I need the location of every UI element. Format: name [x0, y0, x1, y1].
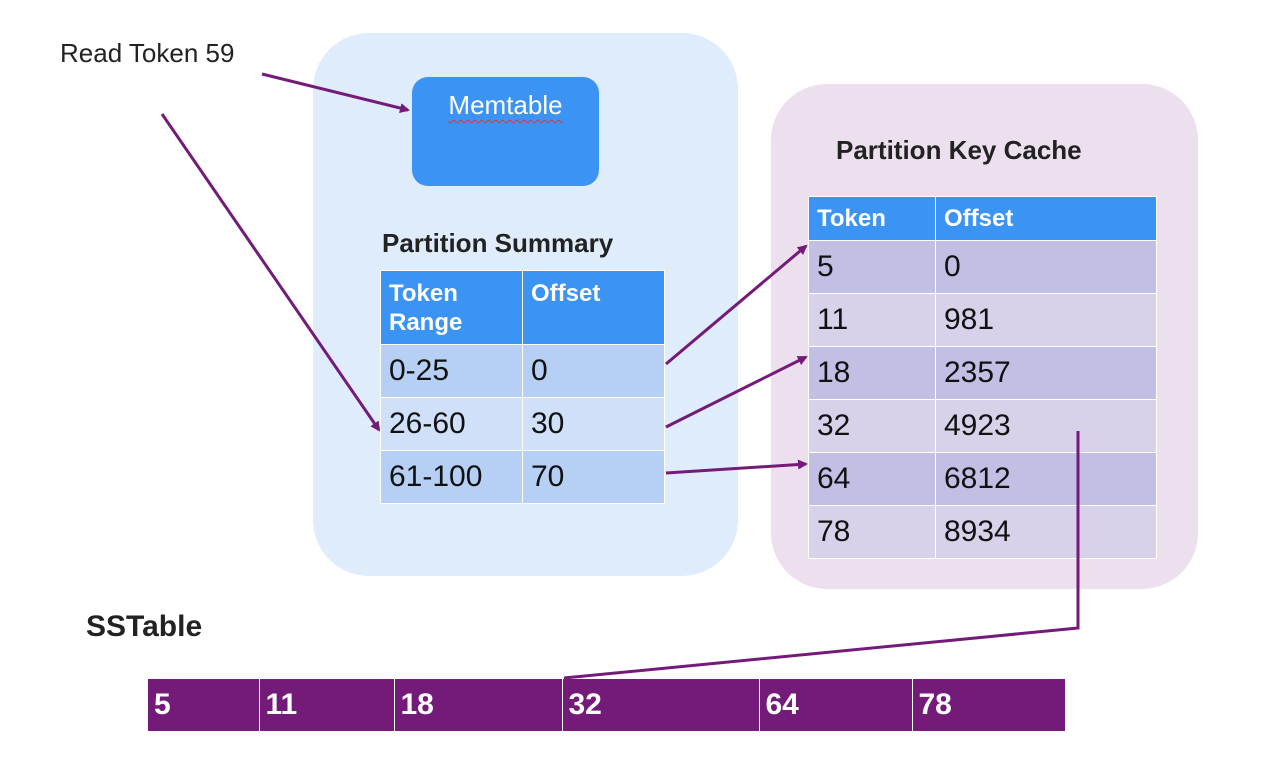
- sstable-cell: 78: [911, 679, 1065, 731]
- token-cell: 64: [808, 452, 936, 506]
- table-row: 78 8934: [808, 505, 1157, 559]
- offset-header: Offset: [522, 270, 665, 345]
- token-cell: 32: [808, 399, 936, 453]
- arrow-cache-to-sstable: [563, 431, 1080, 680]
- token-range-cell: 26-60: [380, 397, 523, 451]
- arrow-read-to-summary-row: [160, 113, 381, 432]
- arrow-read-to-memtable: [261, 72, 410, 113]
- token-cell: 18: [808, 346, 936, 400]
- sstable-cell: 5: [148, 679, 259, 731]
- arrow-summary-row3-to-cache: [665, 459, 808, 475]
- sstable-cell: 18: [393, 679, 562, 731]
- table-row: 32 4923: [808, 399, 1157, 453]
- sstable-cell: 11: [258, 679, 394, 731]
- token-range-cell: 0-25: [380, 344, 523, 398]
- offset-cell: 0: [935, 240, 1157, 294]
- offset-cell: 6812: [935, 452, 1157, 506]
- table-row: 5 0: [808, 240, 1157, 294]
- sstable-bar: 5 11 18 32 64 78: [148, 679, 1065, 731]
- arrow-summary-row2-to-cache: [665, 355, 808, 429]
- partition-summary-title: Partition Summary: [382, 228, 614, 258]
- memtable-label: Memtable: [448, 90, 563, 120]
- memtable-box: Memtable: [412, 77, 599, 186]
- offset-cell: 2357: [935, 346, 1157, 400]
- arrow-summary-row1-to-cache: [665, 244, 808, 366]
- offset-cell: 70: [522, 450, 665, 504]
- offset-cell: 0: [522, 344, 665, 398]
- offset-cell: 4923: [935, 399, 1157, 453]
- token-cell: 78: [808, 505, 936, 559]
- table-row: 61-100 70: [380, 450, 665, 504]
- sstable-title: SSTable: [86, 610, 203, 643]
- sstable-cell: 32: [561, 679, 759, 731]
- partition-key-cache-title: Partition Key Cache: [836, 135, 1082, 165]
- table-header-row: Token Range Offset: [380, 270, 665, 345]
- partition-key-cache-table: Token Offset 5 0 11 981 18 2357 32 4923 …: [808, 196, 1157, 559]
- offset-cell: 8934: [935, 505, 1157, 559]
- offset-cell: 30: [522, 397, 665, 451]
- table-row: 0-25 0: [380, 344, 665, 398]
- token-header: Token: [808, 196, 936, 241]
- offset-cell: 981: [935, 293, 1157, 347]
- token-range-cell: 61-100: [380, 450, 523, 504]
- table-row: 18 2357: [808, 346, 1157, 400]
- table-row: 26-60 30: [380, 397, 665, 451]
- read-token-label: Read Token 59: [60, 38, 235, 68]
- table-row: 64 6812: [808, 452, 1157, 506]
- token-range-header: Token Range: [380, 270, 523, 345]
- token-cell: 5: [808, 240, 936, 294]
- sstable-cell: 64: [758, 679, 912, 731]
- partition-summary-table: Token Range Offset 0-25 0 26-60 30 61-10…: [380, 270, 665, 504]
